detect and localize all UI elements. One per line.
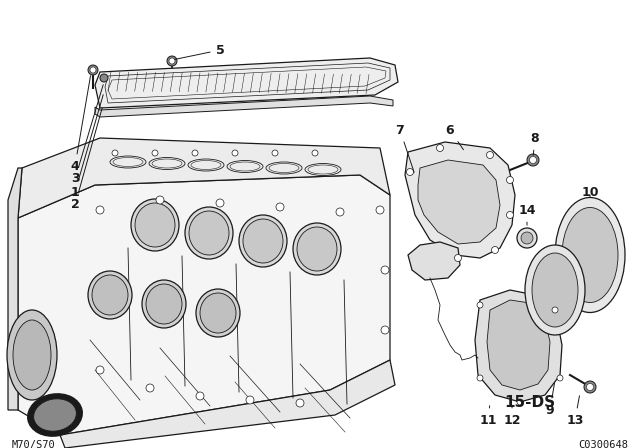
- Circle shape: [156, 196, 164, 204]
- Circle shape: [436, 145, 444, 151]
- Circle shape: [381, 266, 389, 274]
- Circle shape: [96, 206, 104, 214]
- Circle shape: [100, 74, 108, 82]
- Ellipse shape: [92, 275, 128, 315]
- Text: 15-DS: 15-DS: [504, 395, 556, 410]
- Polygon shape: [8, 168, 22, 410]
- Circle shape: [492, 246, 499, 254]
- Circle shape: [272, 150, 278, 156]
- Ellipse shape: [142, 280, 186, 328]
- Circle shape: [196, 392, 204, 400]
- Polygon shape: [60, 360, 395, 448]
- Ellipse shape: [293, 223, 341, 275]
- Ellipse shape: [7, 310, 57, 400]
- Text: 10: 10: [581, 185, 599, 198]
- Circle shape: [584, 381, 596, 393]
- Circle shape: [376, 206, 384, 214]
- Circle shape: [406, 168, 413, 176]
- Circle shape: [486, 151, 493, 159]
- Circle shape: [529, 156, 536, 164]
- Ellipse shape: [13, 320, 51, 390]
- Circle shape: [146, 384, 154, 392]
- Text: 3: 3: [70, 85, 103, 185]
- Circle shape: [169, 58, 175, 64]
- Circle shape: [506, 211, 513, 219]
- Text: 14: 14: [518, 203, 536, 225]
- Circle shape: [506, 177, 513, 184]
- Ellipse shape: [243, 219, 283, 263]
- Ellipse shape: [200, 293, 236, 333]
- Circle shape: [112, 150, 118, 156]
- Ellipse shape: [562, 207, 618, 302]
- Polygon shape: [18, 138, 390, 218]
- Ellipse shape: [239, 215, 287, 267]
- Polygon shape: [487, 300, 550, 390]
- Text: 12: 12: [503, 406, 521, 426]
- Polygon shape: [18, 175, 390, 435]
- Text: 7: 7: [396, 124, 414, 172]
- Circle shape: [557, 375, 563, 381]
- Circle shape: [477, 375, 483, 381]
- Circle shape: [152, 150, 158, 156]
- Ellipse shape: [525, 245, 585, 335]
- Polygon shape: [418, 160, 500, 244]
- Circle shape: [192, 150, 198, 156]
- Circle shape: [336, 208, 344, 216]
- Polygon shape: [475, 290, 562, 402]
- Ellipse shape: [196, 289, 240, 337]
- Circle shape: [521, 232, 533, 244]
- Ellipse shape: [185, 207, 233, 259]
- Text: 8: 8: [531, 132, 540, 155]
- Text: 11: 11: [479, 406, 497, 426]
- Circle shape: [90, 67, 96, 73]
- Circle shape: [167, 56, 177, 66]
- Ellipse shape: [146, 284, 182, 324]
- Text: 4: 4: [70, 76, 90, 172]
- Ellipse shape: [135, 203, 175, 247]
- Circle shape: [296, 399, 304, 407]
- Ellipse shape: [34, 399, 76, 431]
- Text: 9: 9: [546, 383, 554, 417]
- Polygon shape: [405, 142, 515, 258]
- Text: 1: 1: [70, 95, 103, 198]
- Ellipse shape: [88, 271, 132, 319]
- Text: C0300648: C0300648: [578, 440, 628, 448]
- Circle shape: [552, 307, 558, 313]
- Ellipse shape: [555, 198, 625, 313]
- Text: 2: 2: [70, 108, 102, 211]
- Text: 5: 5: [175, 43, 225, 60]
- Circle shape: [312, 150, 318, 156]
- Circle shape: [246, 396, 254, 404]
- Circle shape: [586, 383, 593, 391]
- Circle shape: [88, 65, 98, 75]
- Circle shape: [381, 326, 389, 334]
- Ellipse shape: [532, 253, 578, 327]
- Circle shape: [517, 399, 523, 405]
- Ellipse shape: [131, 199, 179, 251]
- Text: 6: 6: [445, 124, 463, 150]
- Ellipse shape: [189, 211, 229, 255]
- Circle shape: [232, 150, 238, 156]
- Circle shape: [454, 254, 461, 262]
- Polygon shape: [408, 242, 460, 280]
- Circle shape: [276, 203, 284, 211]
- Text: 13: 13: [566, 396, 584, 426]
- Circle shape: [517, 228, 537, 248]
- Text: M70/S70: M70/S70: [12, 440, 56, 448]
- Circle shape: [96, 366, 104, 374]
- Circle shape: [527, 154, 539, 166]
- Circle shape: [477, 302, 483, 308]
- Ellipse shape: [28, 394, 83, 436]
- Circle shape: [216, 199, 224, 207]
- Polygon shape: [95, 58, 398, 108]
- Polygon shape: [95, 96, 393, 117]
- Ellipse shape: [297, 227, 337, 271]
